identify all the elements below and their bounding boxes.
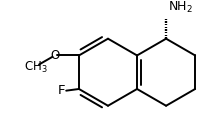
Text: CH$_3$: CH$_3$ xyxy=(24,60,47,75)
Text: O: O xyxy=(50,49,59,62)
Text: F: F xyxy=(58,84,66,97)
Text: NH$_2$: NH$_2$ xyxy=(168,0,193,15)
